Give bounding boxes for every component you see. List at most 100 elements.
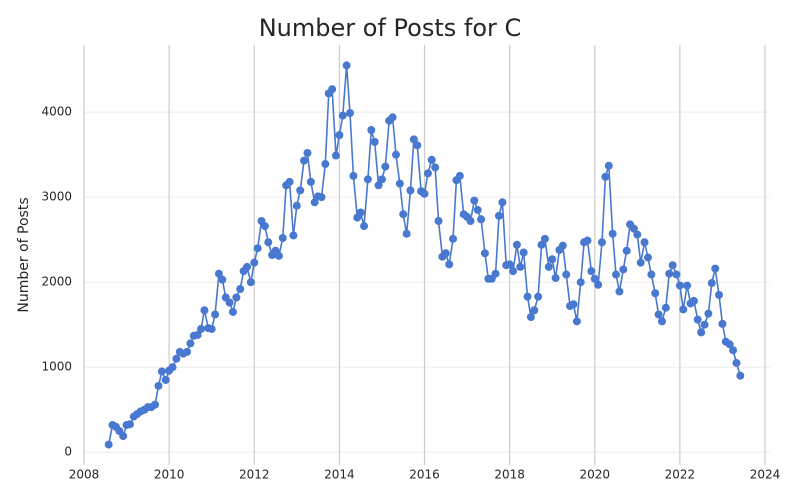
point — [391, 150, 400, 159]
point — [534, 292, 543, 301]
point — [601, 172, 610, 181]
point — [668, 261, 677, 270]
x-tick-label: 2008 — [69, 468, 100, 482]
x-tick-label: 2020 — [579, 468, 610, 482]
point — [651, 289, 660, 298]
point — [409, 135, 418, 144]
point — [505, 260, 514, 269]
point — [193, 330, 202, 339]
point — [119, 432, 128, 441]
point — [420, 189, 429, 198]
point — [427, 155, 436, 164]
x-tick-label: 2016 — [409, 468, 440, 482]
point — [473, 205, 482, 214]
point — [672, 270, 681, 279]
point — [711, 264, 720, 273]
point — [597, 238, 606, 247]
point — [540, 234, 549, 243]
point — [406, 186, 415, 195]
point — [665, 269, 674, 278]
point — [562, 270, 571, 279]
point — [449, 234, 458, 243]
x-tick-label: 2024 — [750, 468, 781, 482]
point — [736, 371, 745, 380]
point — [402, 229, 411, 238]
point — [232, 293, 241, 302]
point — [491, 269, 500, 278]
point — [125, 420, 134, 429]
point — [214, 269, 223, 278]
point — [604, 161, 613, 170]
point — [157, 367, 166, 376]
point — [612, 270, 621, 279]
point — [689, 296, 698, 305]
point — [161, 375, 170, 384]
point — [704, 309, 713, 318]
point — [661, 303, 670, 312]
y-tick-label: 2000 — [41, 275, 72, 289]
x-tick-label: 2014 — [324, 468, 355, 482]
y-tick-label: 3000 — [41, 190, 72, 204]
point — [104, 440, 113, 449]
point — [477, 215, 486, 224]
point — [647, 270, 656, 279]
point — [544, 262, 553, 271]
point — [306, 177, 315, 186]
point — [683, 281, 692, 290]
point — [321, 160, 330, 169]
point — [211, 310, 220, 319]
point — [218, 275, 227, 284]
x-tick-label: 2010 — [154, 468, 185, 482]
point — [300, 156, 309, 165]
point — [197, 324, 206, 333]
point — [523, 292, 532, 301]
point — [243, 262, 252, 271]
point — [675, 281, 684, 290]
point — [374, 181, 383, 190]
point — [246, 278, 255, 287]
point — [207, 324, 216, 333]
point — [423, 169, 432, 178]
point — [466, 216, 475, 225]
point — [317, 193, 326, 202]
point — [363, 175, 372, 184]
point — [657, 317, 666, 326]
point — [583, 236, 592, 245]
point — [360, 222, 369, 231]
point — [640, 238, 649, 247]
point — [537, 240, 546, 249]
point — [399, 210, 408, 219]
point — [636, 258, 645, 267]
point — [274, 251, 283, 260]
point — [342, 61, 351, 70]
point — [225, 298, 234, 307]
point — [519, 248, 528, 257]
point — [643, 253, 652, 262]
point — [310, 198, 319, 207]
point — [551, 273, 560, 282]
point — [512, 240, 521, 249]
point — [590, 274, 599, 283]
point — [154, 381, 163, 390]
point — [250, 258, 259, 267]
x-tick-label: 2022 — [665, 468, 696, 482]
point — [356, 208, 365, 217]
point — [285, 177, 294, 186]
y-axis-label: Number of Posts — [16, 197, 32, 312]
point — [228, 307, 237, 316]
point — [260, 222, 269, 231]
point — [732, 358, 741, 367]
point — [168, 363, 177, 372]
point — [558, 241, 567, 250]
point — [455, 171, 464, 180]
point — [331, 151, 340, 160]
point — [498, 198, 507, 207]
point — [367, 126, 376, 135]
point — [629, 224, 638, 233]
point — [480, 249, 489, 258]
point — [186, 339, 195, 348]
y-tick-label: 1000 — [41, 360, 72, 374]
y-tick-label: 4000 — [41, 105, 72, 119]
point — [388, 113, 397, 122]
